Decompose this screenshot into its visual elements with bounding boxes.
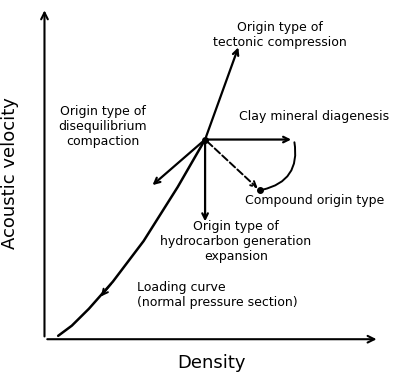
Text: Acoustic velocity: Acoustic velocity <box>1 97 19 249</box>
Text: Origin type of
tectonic compression: Origin type of tectonic compression <box>213 21 347 49</box>
Text: Density: Density <box>178 354 246 372</box>
Text: Origin type of
hydrocarbon generation
expansion: Origin type of hydrocarbon generation ex… <box>160 220 312 263</box>
Text: Compound origin type: Compound origin type <box>245 194 384 207</box>
Text: Loading curve
(normal pressure section): Loading curve (normal pressure section) <box>137 281 297 309</box>
Text: Origin type of
disequilibrium
compaction: Origin type of disequilibrium compaction <box>58 104 147 147</box>
Text: Clay mineral diagenesis: Clay mineral diagenesis <box>239 110 390 123</box>
